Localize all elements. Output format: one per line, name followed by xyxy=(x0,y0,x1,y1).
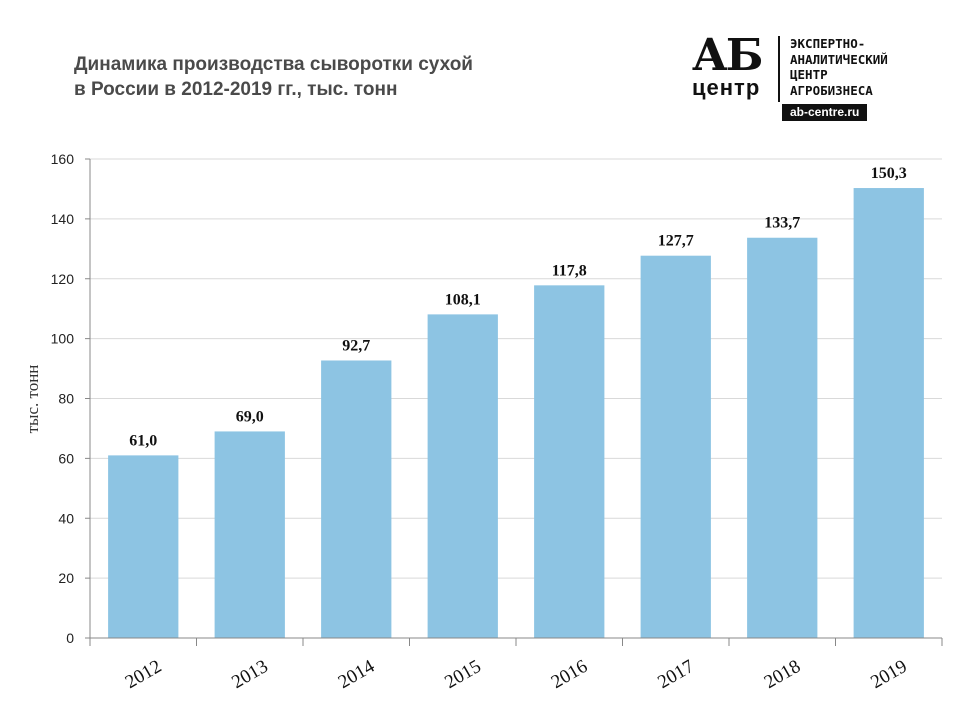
x-tick-label-2019: 2019 xyxy=(867,656,910,693)
logo-url: ab-centre.ru xyxy=(782,104,868,121)
chart-title: Динамика производства сыворотки сухой в … xyxy=(74,52,634,102)
bar-2017 xyxy=(640,255,711,638)
data-label-2012: 61,0 xyxy=(129,432,157,449)
y-tick-label: 40 xyxy=(58,510,74,526)
y-axis: 0 20 40 60 80 100 120 140 160 xyxy=(51,151,91,646)
bar-series xyxy=(108,188,924,638)
x-tick-label-2016: 2016 xyxy=(548,656,591,693)
data-label-2017: 127,7 xyxy=(658,233,694,250)
data-label-2014: 92,7 xyxy=(342,337,370,354)
data-label-2019: 150,3 xyxy=(871,165,907,182)
y-tick-label: 80 xyxy=(58,391,74,407)
logo-line-4: АГРОБИЗНЕСА xyxy=(790,82,873,98)
bar-2012 xyxy=(108,455,179,638)
x-tick-label-2015: 2015 xyxy=(441,656,484,693)
chart-title-line-1: Динамика производства сыворотки сухой xyxy=(74,54,473,75)
x-axis: 2012 2013 2014 2015 2016 2017 2018 2019 xyxy=(89,637,943,693)
logo-mark: АБ центр xyxy=(690,34,776,104)
x-tick-label-2013: 2013 xyxy=(228,656,271,693)
y-tick-label: 100 xyxy=(51,331,75,347)
y-tick-label: 0 xyxy=(66,630,74,646)
bar-2015 xyxy=(427,314,498,638)
y-tick-label: 140 xyxy=(51,211,75,227)
bar-2014 xyxy=(321,360,392,638)
y-tick-label: 60 xyxy=(58,450,74,466)
bar-2019 xyxy=(853,188,924,638)
x-tick-label-2017: 2017 xyxy=(654,656,697,693)
bar-2016 xyxy=(534,285,605,638)
data-labels: 61,0 69,0 92,7 108,1 117,8 127,7 133,7 150,3 xyxy=(129,165,907,449)
logo-line-1: ЭКСПЕРТНО- xyxy=(790,36,866,51)
data-label-2018: 133,7 xyxy=(764,215,800,232)
logo-divider xyxy=(778,36,780,102)
bar-2018 xyxy=(747,237,818,638)
ab-centre-logo: АБ центр ЭКСПЕРТНО- АНАЛИТИЧЕСКИЙ ЦЕНТР … xyxy=(690,32,940,122)
data-label-2013: 69,0 xyxy=(236,408,264,425)
x-tick-label-2018: 2018 xyxy=(761,656,804,693)
y-tick-label: 20 xyxy=(58,570,74,586)
data-label-2016: 117,8 xyxy=(552,262,587,279)
y-tick-label: 160 xyxy=(51,151,75,167)
logo-line-2: АНАЛИТИЧЕСКИЙ xyxy=(790,51,888,67)
chart-title-line-2: в России в 2012-2019 гг., тыс. тонн xyxy=(74,79,398,100)
logo-wordmark: ЭКСПЕРТНО- АНАЛИТИЧЕСКИЙ ЦЕНТР АГРОБИЗНЕ… xyxy=(790,36,888,98)
x-tick-label-2012: 2012 xyxy=(122,656,165,693)
y-tick-label: 120 xyxy=(51,271,75,287)
y-axis-label: тыс. тонн xyxy=(23,365,42,434)
logo-mark-sub: центр xyxy=(692,75,761,100)
logo-mark-letters: АБ xyxy=(692,30,763,81)
logo-line-3: ЦЕНТР xyxy=(790,67,828,82)
bar-2013 xyxy=(214,431,285,638)
data-label-2015: 108,1 xyxy=(445,291,481,308)
x-tick-label-2014: 2014 xyxy=(335,656,379,693)
